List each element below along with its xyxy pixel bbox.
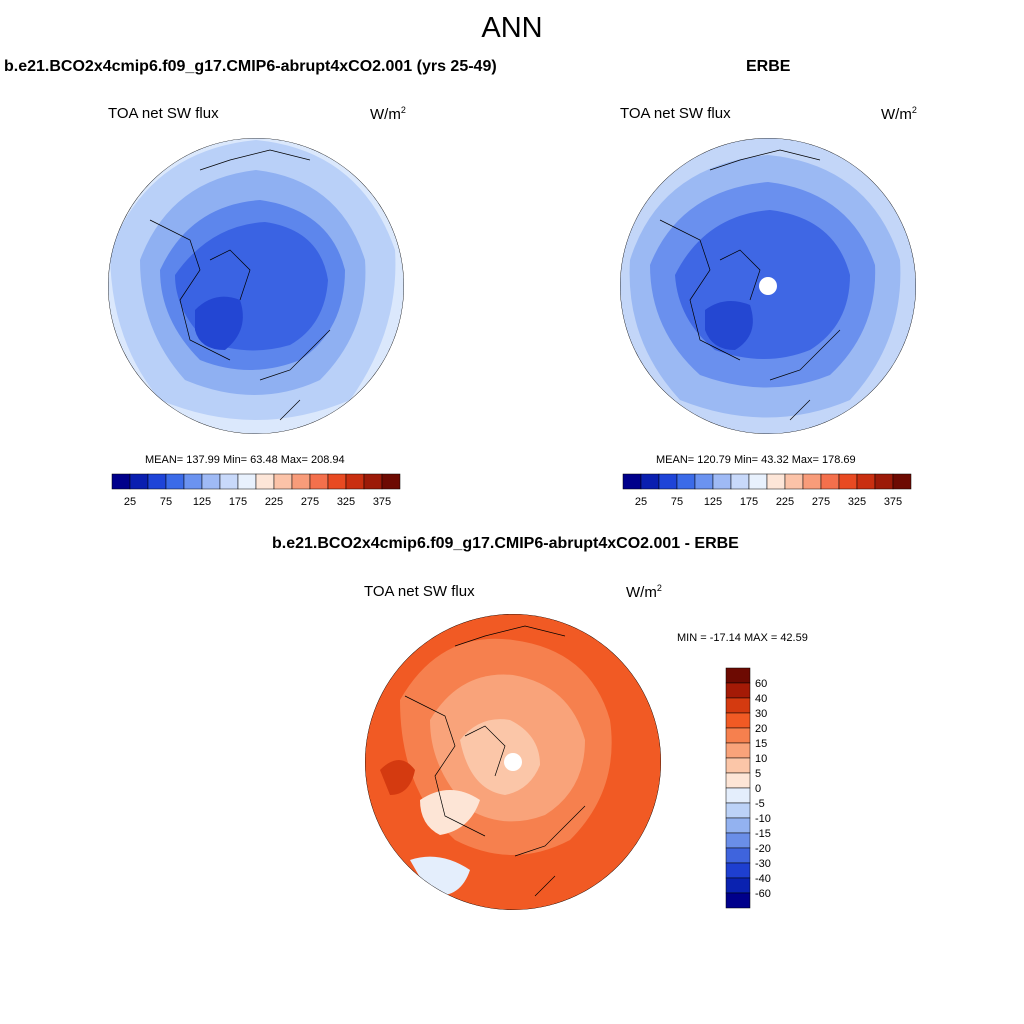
colorbar-swatch bbox=[725, 772, 751, 789]
colorbar-tick-label: 5 bbox=[755, 768, 761, 780]
colorbar-swatch bbox=[838, 473, 858, 490]
colorbar-tick-label: 0 bbox=[755, 783, 761, 795]
colorbar-tick-label: -40 bbox=[755, 873, 771, 885]
colorbar-swatch bbox=[363, 473, 383, 490]
colorbar-swatch bbox=[622, 473, 642, 490]
colorbar-tick-label: -15 bbox=[755, 828, 771, 840]
colorbar-swatch bbox=[676, 473, 696, 490]
colorbar-swatch bbox=[147, 473, 167, 490]
colorbar-tick-label: 10 bbox=[755, 753, 767, 765]
colorbar-tick-label: -10 bbox=[755, 813, 771, 825]
colorbar-swatch bbox=[327, 473, 347, 490]
colorbar-tick-label: 25 bbox=[124, 496, 136, 508]
colorbar-swatch bbox=[725, 682, 751, 699]
colorbar-tick-label: 125 bbox=[193, 496, 211, 508]
panel-1-variable: TOA net SW flux bbox=[108, 105, 219, 122]
panel-1-units: W/m2 bbox=[370, 105, 406, 123]
map-panel-2 bbox=[620, 138, 916, 434]
colorbar-swatch bbox=[892, 473, 912, 490]
colorbar-tick-label: 175 bbox=[740, 496, 758, 508]
colorbar-swatch bbox=[381, 473, 401, 490]
colorbar-tick-label: 75 bbox=[160, 496, 172, 508]
colorbar-swatch bbox=[784, 473, 804, 490]
colorbar-swatch bbox=[748, 473, 768, 490]
colorbar-swatch bbox=[129, 473, 149, 490]
colorbar-swatch bbox=[640, 473, 660, 490]
colorbar-swatch bbox=[725, 787, 751, 804]
colorbar-tick-label: 375 bbox=[884, 496, 902, 508]
panel-3-variable: TOA net SW flux bbox=[364, 583, 475, 600]
colorbar-tick-label: -5 bbox=[755, 798, 765, 810]
colorbar-swatch bbox=[291, 473, 311, 490]
colorbar-swatch bbox=[725, 892, 751, 909]
panel-3-title: b.e21.BCO2x4cmip6.f09_g17.CMIP6-abrupt4x… bbox=[272, 535, 739, 552]
map-panel-1 bbox=[108, 138, 404, 434]
colorbar-tick-label: 25 bbox=[635, 496, 647, 508]
colorbar-tick-label: 75 bbox=[671, 496, 683, 508]
panel-2-title: ERBE bbox=[746, 58, 791, 75]
colorbar-tick-label: 375 bbox=[373, 496, 391, 508]
colorbar-swatch bbox=[874, 473, 894, 490]
colorbar-swatch bbox=[255, 473, 275, 490]
colorbar-tick-label: 60 bbox=[755, 678, 767, 690]
panel-2-variable: TOA net SW flux bbox=[620, 105, 731, 122]
colorbar-tick-label: 325 bbox=[848, 496, 866, 508]
colorbar-swatch bbox=[237, 473, 257, 490]
colorbar-tick-label: 40 bbox=[755, 693, 767, 705]
colorbar-tick-label: 275 bbox=[812, 496, 830, 508]
panel-3-units: W/m2 bbox=[626, 583, 662, 601]
colorbar-swatch bbox=[712, 473, 732, 490]
colorbar-tick-label: 20 bbox=[755, 723, 767, 735]
colorbar-swatch bbox=[309, 473, 329, 490]
colorbar-swatch bbox=[802, 473, 822, 490]
colorbar-tick-label: 125 bbox=[704, 496, 722, 508]
colorbar-tick-label: -20 bbox=[755, 843, 771, 855]
colorbar-swatch bbox=[725, 877, 751, 894]
colorbar-swatch bbox=[725, 697, 751, 714]
colorbar-swatch bbox=[725, 817, 751, 834]
colorbar-swatch bbox=[725, 727, 751, 744]
colorbar-panel-1: 25 75 125 175 225 275 325 375 bbox=[111, 473, 401, 508]
colorbar-swatch bbox=[766, 473, 786, 490]
colorbar-swatch bbox=[165, 473, 185, 490]
colorbar-panel-2: 25 75 125 175 225 275 325 375 bbox=[622, 473, 912, 508]
colorbar-swatch bbox=[725, 847, 751, 864]
colorbar-tick-label: -60 bbox=[755, 888, 771, 900]
colorbar-swatch bbox=[725, 802, 751, 819]
panel-1-title: b.e21.BCO2x4cmip6.f09_g17.CMIP6-abrupt4x… bbox=[4, 58, 497, 75]
colorbar-swatch bbox=[183, 473, 203, 490]
main-title: ANN bbox=[481, 12, 543, 44]
colorbar-swatch bbox=[345, 473, 365, 490]
colorbar-tick-label: 175 bbox=[229, 496, 247, 508]
colorbar-tick-label: 325 bbox=[337, 496, 355, 508]
colorbar-tick-label: 225 bbox=[776, 496, 794, 508]
panel-3-stats: MIN = -17.14 MAX = 42.59 bbox=[677, 632, 808, 644]
colorbar-swatch bbox=[820, 473, 840, 490]
panel-1-stats: MEAN= 137.99 Min= 63.48 Max= 208.94 bbox=[145, 454, 345, 466]
colorbar-swatch bbox=[111, 473, 131, 490]
colorbar-swatch bbox=[273, 473, 293, 490]
colorbar-tick-label: 275 bbox=[301, 496, 319, 508]
colorbar-swatch bbox=[725, 832, 751, 849]
colorbar-swatch bbox=[694, 473, 714, 490]
panel-2-units: W/m2 bbox=[881, 105, 917, 123]
colorbar-swatch bbox=[658, 473, 678, 490]
colorbar-swatch bbox=[725, 667, 751, 684]
colorbar-tick-label: 15 bbox=[755, 738, 767, 750]
colorbar-swatch bbox=[219, 473, 239, 490]
colorbar-swatch bbox=[856, 473, 876, 490]
colorbar-tick-label: 30 bbox=[755, 708, 767, 720]
colorbar-swatch bbox=[730, 473, 750, 490]
colorbar-tick-label: 225 bbox=[265, 496, 283, 508]
colorbar-panel-3: 60 40 30 20 15 10 5 0 -5 -10 -15 -20 -30 -40 -60 bbox=[725, 667, 771, 909]
panel-2-stats: MEAN= 120.79 Min= 43.32 Max= 178.69 bbox=[656, 454, 856, 466]
map-panel-3 bbox=[365, 614, 661, 910]
colorbar-tick-label: -30 bbox=[755, 858, 771, 870]
colorbar-swatch bbox=[725, 712, 751, 729]
colorbar-swatch bbox=[725, 862, 751, 879]
colorbar-swatch bbox=[725, 757, 751, 774]
colorbar-swatch bbox=[725, 742, 751, 759]
colorbar-swatch bbox=[201, 473, 221, 490]
